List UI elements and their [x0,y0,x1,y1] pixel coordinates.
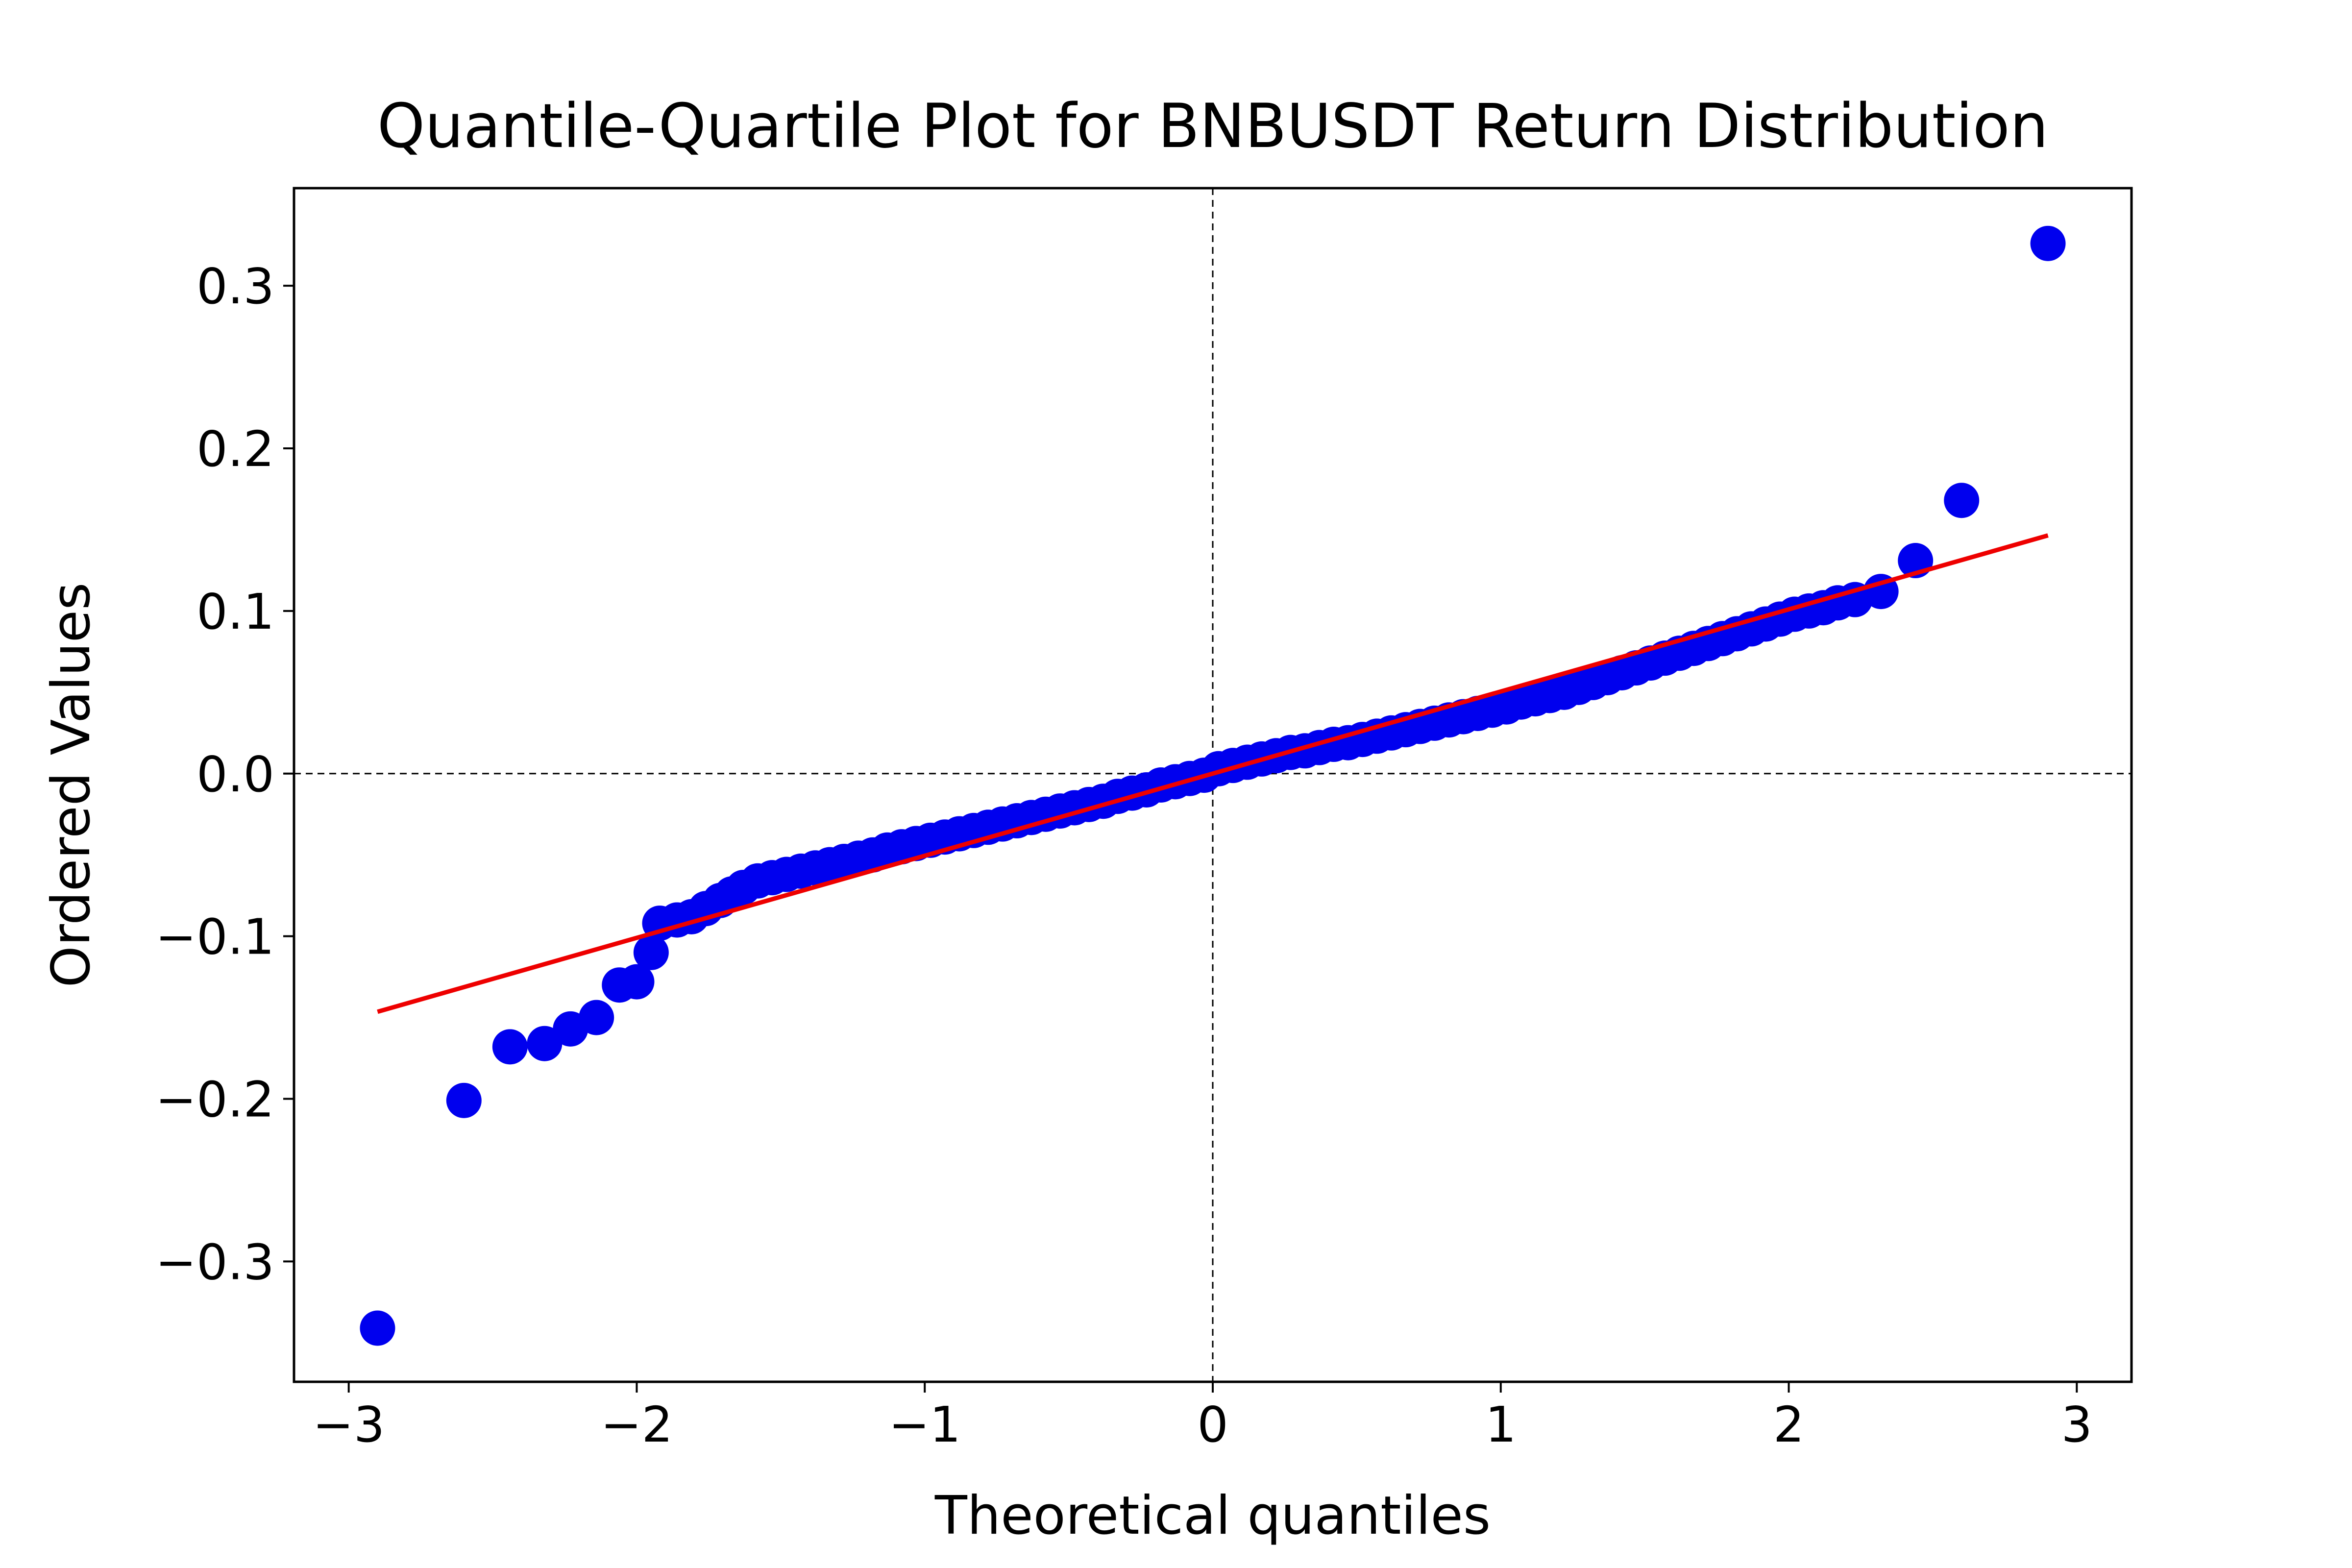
y-tick-label: 0.3 [196,258,274,315]
y-tick-label: 0.1 [196,583,274,640]
data-point [2030,225,2066,261]
data-point [579,1000,614,1035]
data-point [619,964,655,1000]
y-tick-label: −0.3 [155,1233,274,1291]
fit-line-group [377,533,2049,1014]
y-tick-label: −0.2 [155,1071,274,1128]
fit-line [377,533,2049,1014]
data-point [360,1310,395,1346]
data-point [492,1029,528,1065]
data-point [446,1082,482,1118]
x-axis-label: Theoretical quantiles [934,1485,1491,1546]
x-tick-label: 3 [2061,1396,2093,1453]
y-tick-label: 0.2 [196,420,274,478]
y-axis-label: Ordered Values [41,583,102,988]
chart-title: Quantile-Quartile Plot for BNBUSDT Retur… [377,91,2049,162]
data-point [527,1026,563,1061]
x-tick-label: 2 [1773,1396,1805,1453]
data-point [633,934,669,970]
y-tick-label: −0.1 [155,908,274,966]
y-tick-label: 0.0 [196,746,274,803]
x-axis-ticks: −3 −2 −1 0 1 2 3 [313,1382,2092,1453]
x-tick-label: −2 [601,1396,673,1453]
x-tick-label: −3 [313,1396,385,1453]
x-tick-label: 1 [1485,1396,1517,1453]
data-point [1944,483,1980,518]
y-axis-ticks: −0.3 −0.2 −0.1 0.0 0.1 0.2 0.3 [155,258,294,1291]
x-tick-label: −1 [889,1396,961,1453]
x-tick-label: 0 [1197,1396,1228,1453]
